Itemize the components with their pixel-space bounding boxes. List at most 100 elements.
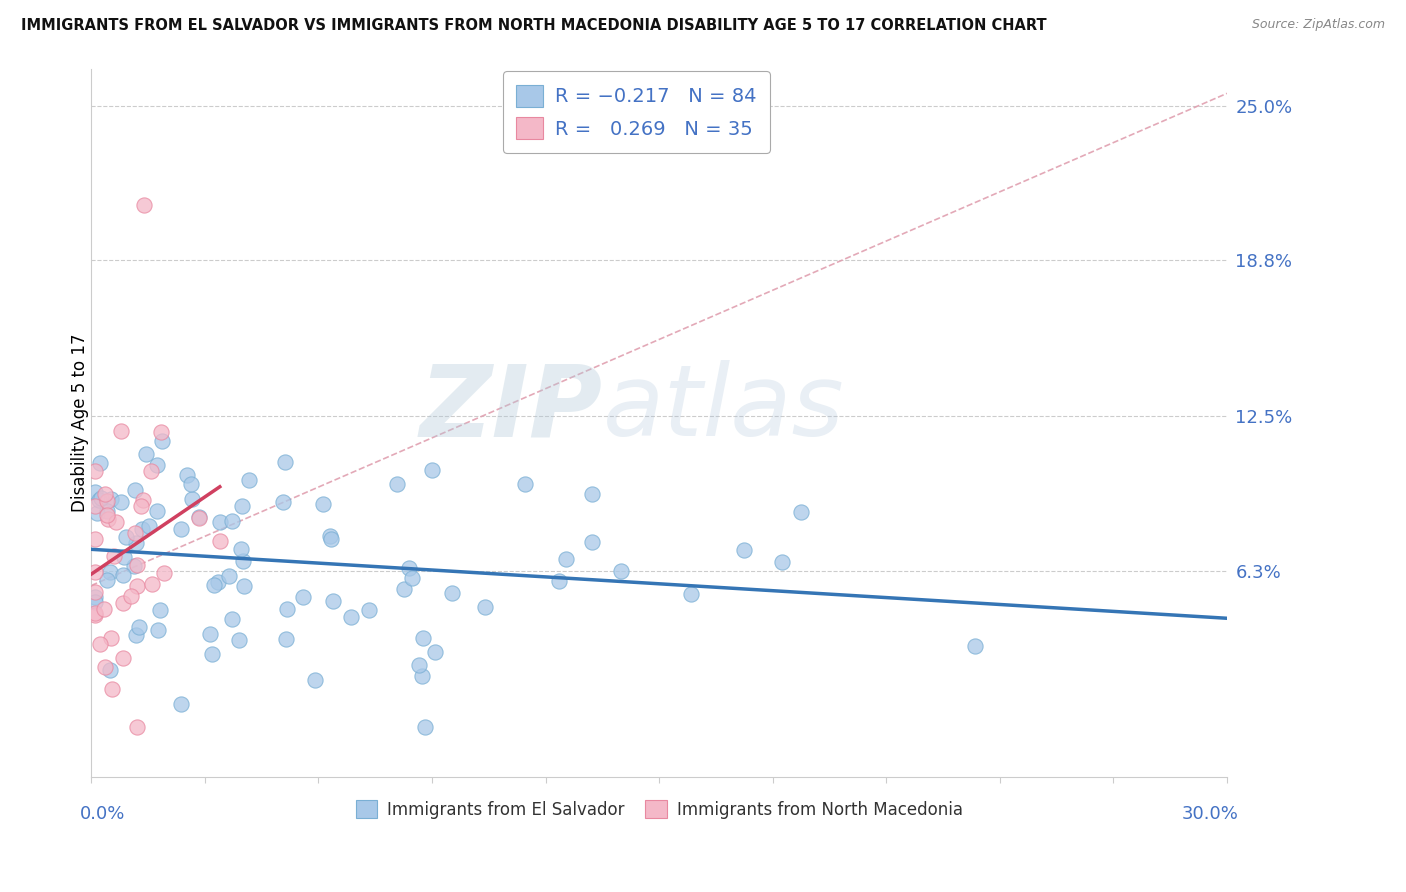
Point	[441, 585, 464, 599]
Point	[111, 567, 134, 582]
Point	[84, 566, 107, 580]
Point	[96, 508, 118, 522]
Point	[98, 565, 121, 579]
Point	[148, 624, 170, 638]
Point	[790, 504, 813, 518]
Point	[474, 600, 496, 615]
Point	[233, 579, 256, 593]
Point	[276, 602, 298, 616]
Point	[554, 552, 576, 566]
Point	[231, 499, 253, 513]
Text: Source: ZipAtlas.com: Source: ZipAtlas.com	[1251, 18, 1385, 31]
Point	[93, 660, 115, 674]
Point	[146, 504, 169, 518]
Point	[100, 492, 122, 507]
Point	[322, 594, 344, 608]
Point	[412, 631, 434, 645]
Point	[207, 574, 229, 589]
Point	[96, 574, 118, 588]
Point	[170, 523, 193, 537]
Point	[202, 577, 225, 591]
Point	[84, 484, 107, 499]
Point	[101, 682, 124, 697]
Point	[141, 576, 163, 591]
Point	[110, 424, 132, 438]
Point	[188, 510, 211, 524]
Point	[103, 549, 125, 563]
Text: ZIP: ZIP	[419, 360, 602, 457]
Point	[170, 697, 193, 711]
Point	[127, 558, 149, 573]
Point	[134, 198, 156, 212]
Point	[965, 640, 987, 654]
Point	[132, 493, 155, 508]
Point	[392, 582, 415, 596]
Point	[96, 503, 118, 517]
Point	[138, 518, 160, 533]
Point	[200, 647, 222, 661]
Point	[218, 569, 240, 583]
Legend: Immigrants from El Salvador, Immigrants from North Macedonia: Immigrants from El Salvador, Immigrants …	[349, 793, 969, 825]
Point	[120, 589, 142, 603]
Point	[180, 476, 202, 491]
Point	[229, 541, 252, 556]
Point	[274, 455, 297, 469]
Point	[208, 534, 231, 549]
Text: 30.0%: 30.0%	[1181, 805, 1239, 823]
Point	[513, 476, 536, 491]
Point	[84, 585, 107, 599]
Point	[89, 637, 111, 651]
Point	[98, 663, 121, 677]
Point	[141, 464, 163, 478]
Point	[221, 612, 243, 626]
Point	[131, 522, 153, 536]
Point	[291, 590, 314, 604]
Point	[84, 464, 107, 478]
Point	[176, 468, 198, 483]
Point	[548, 574, 571, 589]
Point	[425, 645, 447, 659]
Point	[238, 473, 260, 487]
Point	[124, 525, 146, 540]
Point	[232, 553, 254, 567]
Point	[84, 499, 107, 513]
Point	[124, 483, 146, 498]
Text: IMMIGRANTS FROM EL SALVADOR VS IMMIGRANTS FROM NORTH MACEDONIA DISABILITY AGE 5 : IMMIGRANTS FROM EL SALVADOR VS IMMIGRANT…	[21, 18, 1046, 33]
Point	[209, 515, 232, 529]
Point	[681, 587, 703, 601]
Point	[110, 495, 132, 509]
Point	[318, 529, 340, 543]
Point	[187, 510, 209, 524]
Point	[94, 487, 117, 501]
Point	[150, 434, 173, 448]
Point	[146, 458, 169, 472]
Point	[112, 550, 135, 565]
Point	[125, 720, 148, 734]
Point	[125, 628, 148, 642]
Point	[96, 493, 118, 508]
Point	[112, 596, 135, 610]
Point	[100, 632, 122, 646]
Y-axis label: Disability Age 5 to 17: Disability Age 5 to 17	[72, 334, 89, 512]
Point	[198, 626, 221, 640]
Point	[125, 535, 148, 549]
Point	[304, 673, 326, 687]
Point	[86, 506, 108, 520]
Point	[125, 580, 148, 594]
Point	[733, 542, 755, 557]
Point	[84, 595, 107, 609]
Point	[228, 633, 250, 648]
Point	[420, 463, 443, 477]
Point	[221, 515, 243, 529]
Point	[581, 487, 603, 501]
Point	[152, 566, 174, 581]
Text: atlas: atlas	[602, 360, 844, 457]
Point	[311, 497, 333, 511]
Point	[385, 476, 408, 491]
Point	[128, 619, 150, 633]
Point	[111, 650, 134, 665]
Point	[340, 610, 363, 624]
Point	[271, 494, 294, 508]
Point	[89, 492, 111, 507]
Point	[115, 531, 138, 545]
